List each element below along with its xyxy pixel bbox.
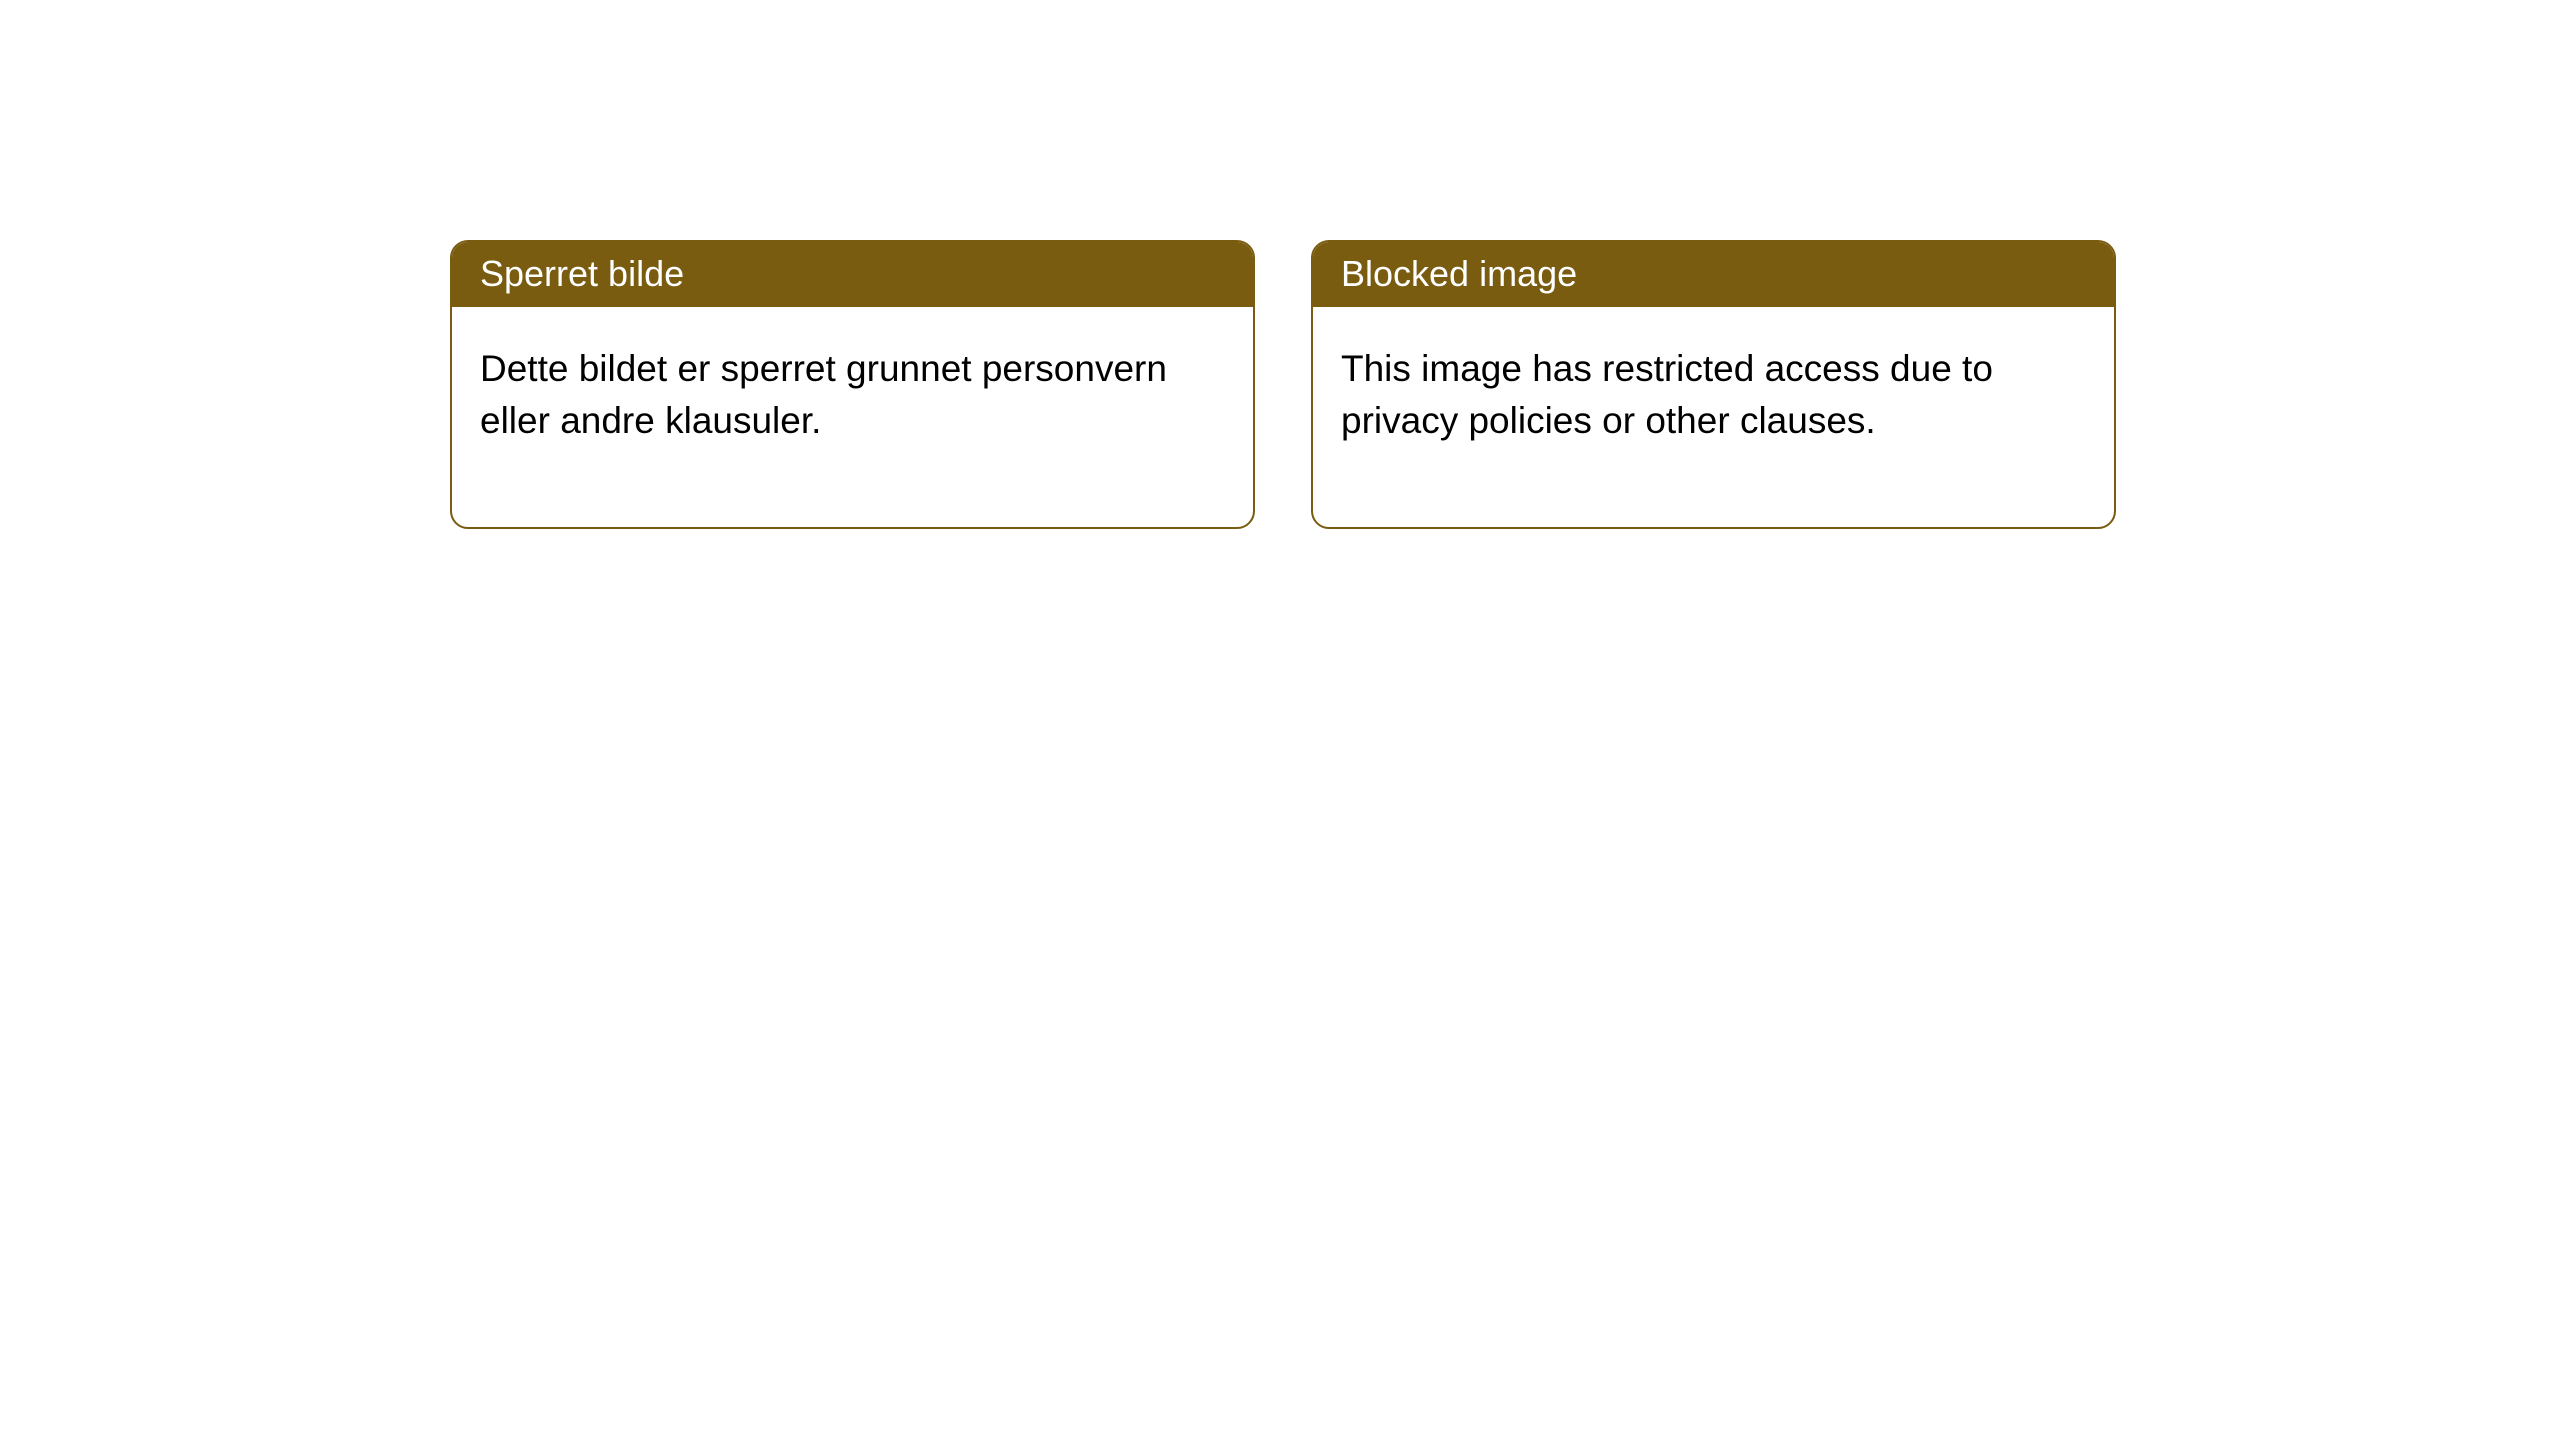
notice-card-english: Blocked image This image has restricted …	[1311, 240, 2116, 529]
notice-title-norwegian: Sperret bilde	[452, 242, 1253, 307]
notice-body-norwegian: Dette bildet er sperret grunnet personve…	[452, 307, 1253, 527]
notice-body-english: This image has restricted access due to …	[1313, 307, 2114, 527]
notice-card-norwegian: Sperret bilde Dette bildet er sperret gr…	[450, 240, 1255, 529]
notice-title-english: Blocked image	[1313, 242, 2114, 307]
notice-container: Sperret bilde Dette bildet er sperret gr…	[0, 0, 2560, 529]
